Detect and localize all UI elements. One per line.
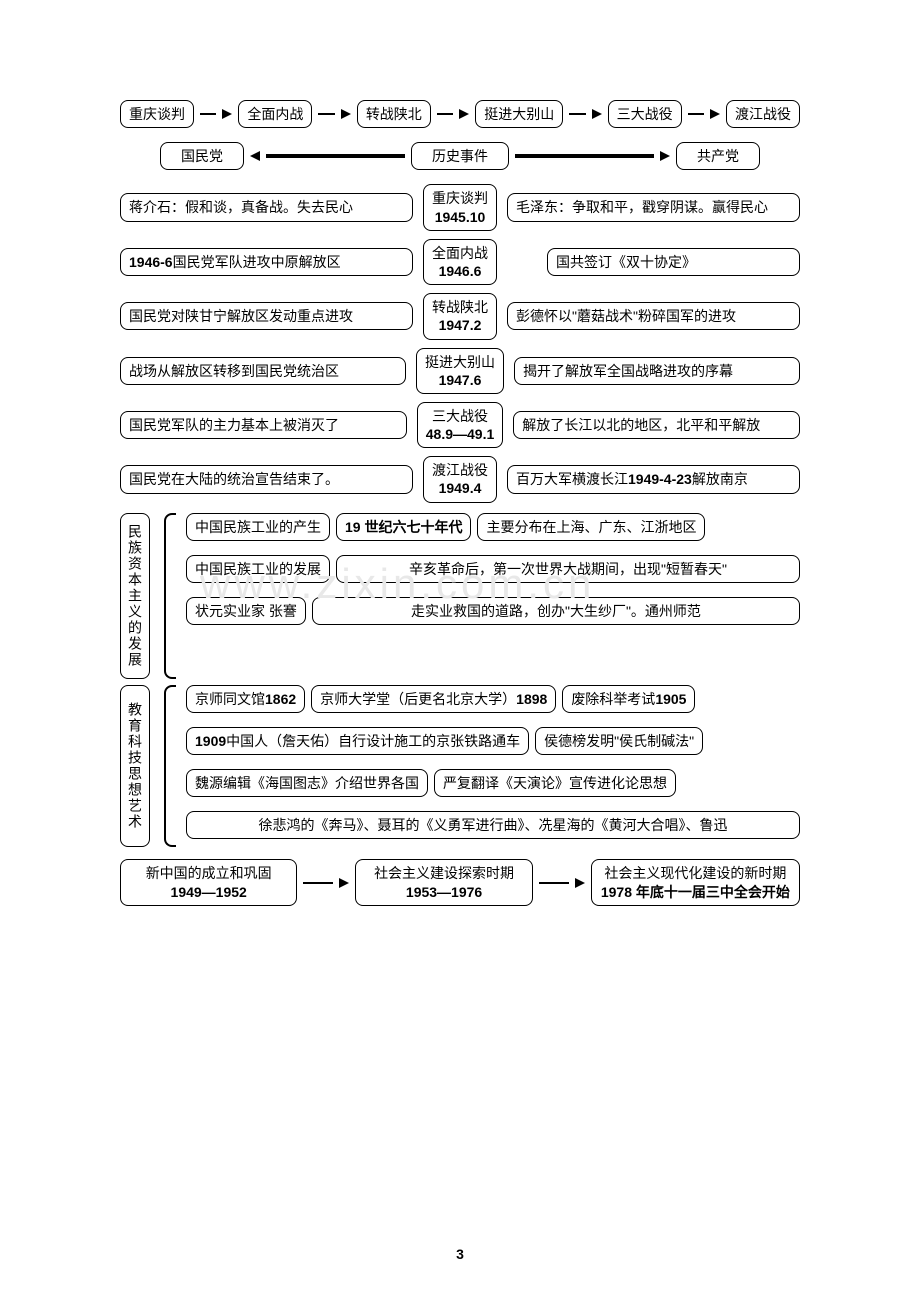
brace-icon [158,513,178,679]
section1-title: 民族资本主义的发展 [120,513,150,679]
events-grid: 蒋介石：假和谈，真备战。失去民心重庆谈判1945.10 毛泽东：争取和平，戳穿阴谋… [120,184,800,502]
s1-item: 辛亥革命后，第一次世界大战期间，出现"短暂春天" [336,555,800,583]
s2-item: 魏源编辑《海国图志》介绍世界各国 [186,769,428,797]
event-center: 渡江战役1949.4 [423,456,497,502]
s2-item: 严复翻译《天演论》宣传进化论思想 [434,769,676,797]
event-center: 三大战役48.9—49.1 [417,402,504,448]
timeline-node: 渡江战役 [726,100,800,128]
event-right: 解放了长江以北的地区，北平和平解放 [513,411,800,439]
periods-row: 新中国的成立和巩固1949—1952 社会主义建设探索时期1953—1976 社… [120,859,800,905]
header-row: 国民党 历史事件 共产党 [160,142,760,170]
page-number: 3 [456,1246,464,1262]
period-box: 新中国的成立和巩固1949—1952 [120,859,297,905]
event-center: 转战陕北1947.2 [423,293,497,339]
s2-row: 1909 中国人（詹天佑）自行设计施工的京张铁路通车侯德榜发明"侯氏制碱法" [186,727,800,755]
timeline-node: 转战陕北 [357,100,431,128]
s2-row: 魏源编辑《海国图志》介绍世界各国严复翻译《天演论》宣传进化论思想 [186,769,800,797]
s2-item: 废除科举考试 1905 [562,685,695,713]
period-box: 社会主义现代化建设的新时期1978 年底十一届三中全会开始 [591,859,800,905]
event-row: 蒋介石：假和谈，真备战。失去民心重庆谈判1945.10 毛泽东：争取和平，戳穿阴谋… [120,184,800,230]
event-row: 国民党在大陆的统治宣告结束了。渡江战役1949.4 百万大军横渡长江 1949-4… [120,456,800,502]
s2-item: 京师同文馆 1862 [186,685,305,713]
timeline-node: 挺进大别山 [475,100,563,128]
event-left: 1946-6 国民党军队进攻中原解放区 [120,248,413,276]
s2-item: 徐悲鸿的《奔马》、聂耳的《义勇军进行曲》、冼星海的《黄河大合唱》、鲁迅 [186,811,800,839]
event-left: 战场从解放区转移到国民党统治区 [120,357,406,385]
s1-item: 走实业救国的道路，创办"大生纱厂"。通州师范 [312,597,800,625]
event-left: 国民党军队的主力基本上被消灭了 [120,411,407,439]
s2-row: 徐悲鸿的《奔马》、聂耳的《义勇军进行曲》、冼星海的《黄河大合唱》、鲁迅 [186,811,800,839]
s2-item: 京师大学堂（后更名北京大学）1898 [311,685,556,713]
event-row: 战场从解放区转移到国民党统治区挺进大别山1947.6 揭开了解放军全国战略进攻的序… [120,348,800,394]
s1-item: 中国民族工业的产生 [186,513,330,541]
s1-item: 状元实业家 张謇 [186,597,306,625]
event-right: 彭德怀以"蘑菇战术"粉碎国军的进攻 [507,302,800,330]
section-education: 教育科技思想艺术 京师同文馆 1862京师大学堂（后更名北京大学）1898废除科… [120,685,800,848]
timeline-node: 三大战役 [608,100,682,128]
event-center: 全面内战1946.6 [423,239,497,285]
section2-title: 教育科技思想艺术 [120,685,150,848]
s1-item: 中国民族工业的发展 [186,555,330,583]
event-center: 重庆谈判1945.10 [423,184,497,230]
event-row: 国民党对陕甘宁解放区发动重点进攻转战陕北1947.2 彭德怀以"蘑菇战术"粉碎国军… [120,293,800,339]
s1-item: 19 世纪六七十年代 [336,513,471,541]
event-left: 蒋介石：假和谈，真备战。失去民心 [120,193,413,221]
timeline-node: 重庆谈判 [120,100,194,128]
header-right: 共产党 [676,142,760,170]
brace-icon [158,685,178,848]
s2-item: 1909 中国人（詹天佑）自行设计施工的京张铁路通车 [186,727,529,755]
event-right: 揭开了解放军全国战略进攻的序幕 [514,357,800,385]
header-center: 历史事件 [411,142,509,170]
header-left: 国民党 [160,142,244,170]
period-box: 社会主义建设探索时期1953—1976 [355,859,532,905]
s2-row: 京师同文馆 1862京师大学堂（后更名北京大学）1898废除科举考试 1905 [186,685,800,713]
event-center: 挺进大别山1947.6 [416,348,504,394]
timeline-node: 全面内战 [238,100,312,128]
timeline-row: 重庆谈判 全面内战 转战陕北 挺进大别山 三大战役 渡江战役 [120,100,800,128]
section-capitalism: 民族资本主义的发展 中国民族工业的产生 19 世纪六七十年代 主要分布在上海、广… [120,513,800,679]
event-left: 国民党在大陆的统治宣告结束了。 [120,465,413,493]
event-right: 百万大军横渡长江 1949-4-23 解放南京 [507,465,800,493]
event-left: 国民党对陕甘宁解放区发动重点进攻 [120,302,413,330]
event-row: 1946-6 国民党军队进攻中原解放区全面内战1946.6 国共签订《双十协定》 [120,239,800,285]
event-row: 国民党军队的主力基本上被消灭了三大战役48.9—49.1 解放了长江以北的地区，北… [120,402,800,448]
s1-item: 主要分布在上海、广东、江浙地区 [477,513,705,541]
event-right: 毛泽东：争取和平，戳穿阴谋。赢得民心 [507,193,800,221]
s2-item: 侯德榜发明"侯氏制碱法" [535,727,703,755]
event-right: 国共签订《双十协定》 [547,248,800,276]
